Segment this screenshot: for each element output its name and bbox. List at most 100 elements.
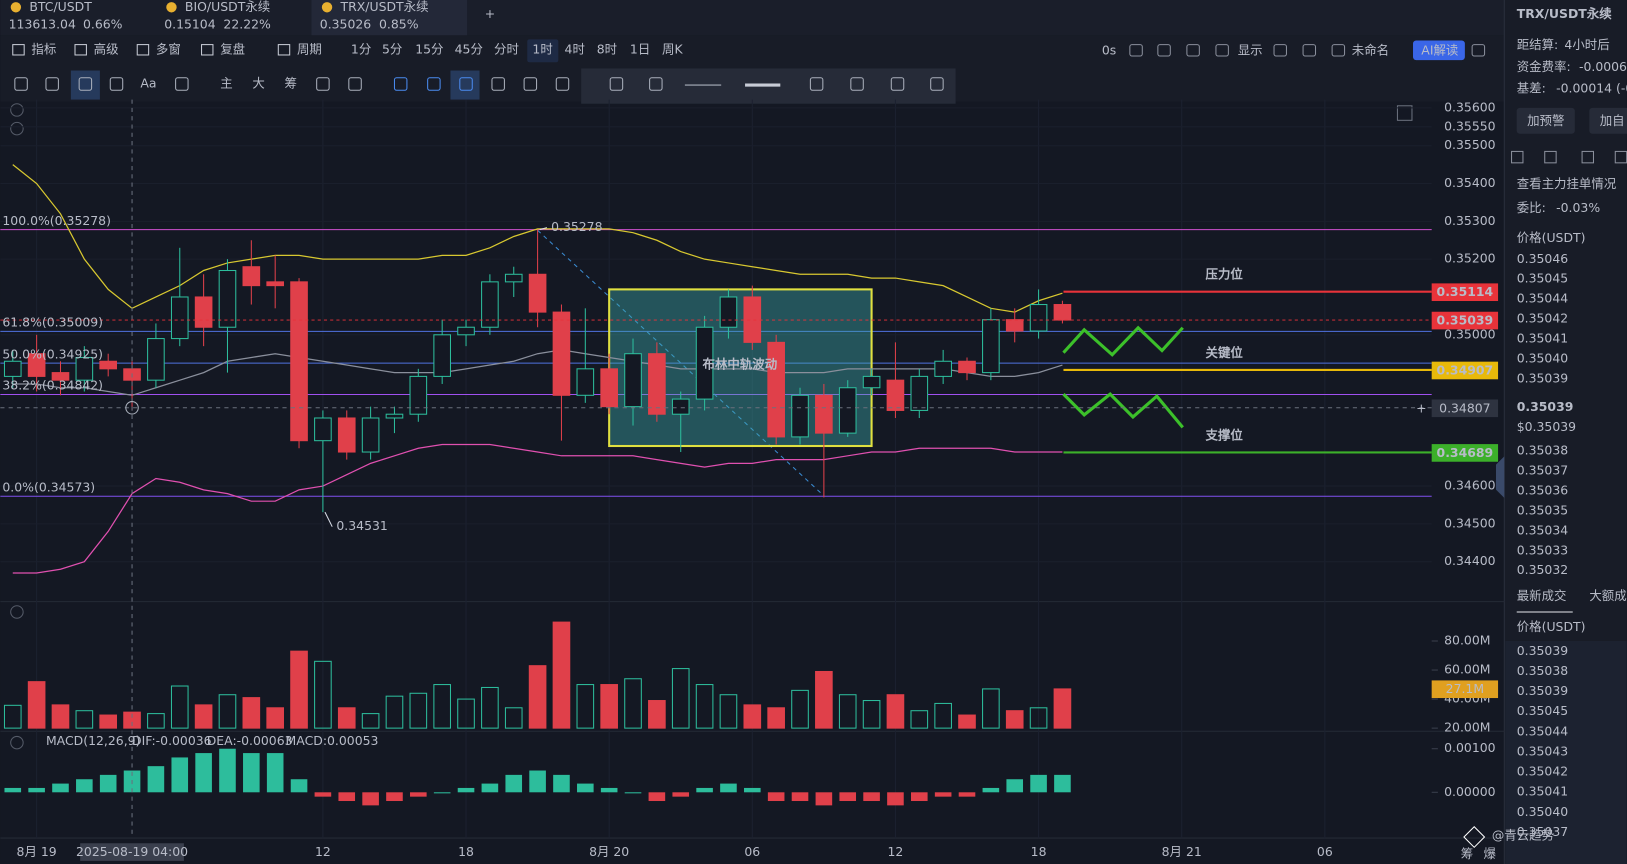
collapse-icon[interactable]: [10, 121, 24, 136]
draw-tool[interactable]: 筹: [285, 76, 297, 91]
candle-body: [600, 368, 618, 408]
candle-body: [1005, 319, 1024, 332]
macd-bar: [481, 783, 499, 793]
candle-body: [934, 360, 952, 377]
macd-bar: [28, 787, 45, 793]
candle-body: [27, 353, 46, 377]
toolbar-right[interactable]: AI解读: [1421, 42, 1458, 57]
tool[interactable]: 周期: [297, 41, 322, 56]
tool[interactable]: 复盘: [220, 41, 245, 56]
tool-icon[interactable]: [930, 77, 944, 91]
icon[interactable]: [1581, 150, 1595, 164]
tool-icon[interactable]: [809, 77, 824, 91]
tool-icon[interactable]: [348, 77, 362, 91]
icon[interactable]: [1186, 44, 1200, 57]
button-label[interactable]: 加预警: [1527, 113, 1564, 128]
candle-body: [862, 375, 881, 389]
period[interactable]: 周K: [662, 41, 683, 56]
tool-icon[interactable]: [890, 77, 905, 91]
tab-symbol[interactable]: TRX/USDT永续: [340, 0, 429, 14]
collapse-icon[interactable]: [10, 735, 24, 750]
tab-symbol[interactable]: BTC/USDT: [29, 0, 92, 14]
tool-icon[interactable]: [523, 77, 538, 91]
icon[interactable]: [1157, 44, 1171, 57]
macd-bar: [577, 783, 594, 793]
button-label[interactable]: 加自: [1600, 113, 1625, 128]
x-tick-label: 12: [315, 844, 331, 859]
tool-icon[interactable]: [555, 77, 570, 91]
tool[interactable]: 指标: [31, 41, 56, 56]
period[interactable]: 1日: [630, 41, 650, 56]
info-label: 资金费率:: [1517, 59, 1571, 74]
tool-icon[interactable]: [491, 77, 505, 91]
volume-bar: [433, 684, 451, 729]
tool-icon: [12, 44, 25, 56]
tool-icon[interactable]: [649, 77, 663, 91]
icon[interactable]: [1215, 44, 1229, 57]
period[interactable]: 1时: [532, 41, 552, 56]
icon[interactable]: [1511, 150, 1524, 164]
fullscreen-icon[interactable]: [1396, 105, 1413, 121]
bid-price: 0.35034: [1517, 522, 1569, 537]
draw-tool[interactable]: 大: [252, 76, 264, 91]
tool-icon[interactable]: [175, 77, 189, 91]
toolbar-right[interactable]: 0s: [1102, 42, 1116, 57]
tool-icon[interactable]: [316, 77, 330, 91]
macd-bar: [648, 792, 666, 802]
volume-bar: [719, 694, 738, 729]
macd-bar: [171, 757, 189, 793]
tool-icon[interactable]: [45, 77, 59, 91]
icon[interactable]: [1471, 44, 1486, 57]
icon[interactable]: [1302, 44, 1317, 57]
tool-icon[interactable]: [850, 77, 864, 91]
tool-icon[interactable]: [393, 77, 408, 91]
icon[interactable]: [1273, 44, 1287, 57]
period[interactable]: 4时: [565, 41, 585, 56]
tool-icon[interactable]: [109, 77, 124, 91]
tool-icon[interactable]: [459, 77, 473, 91]
period[interactable]: 5分: [382, 41, 402, 56]
period[interactable]: 分时: [494, 41, 519, 56]
volume-bar: [457, 698, 475, 729]
price-tag-label: 0.34807: [1439, 400, 1490, 415]
trades-tab[interactable]: 最新成交: [1517, 588, 1567, 603]
volume-bar: [934, 702, 952, 729]
panel-toggle[interactable]: [1495, 456, 1505, 498]
collapse-icon[interactable]: [10, 103, 24, 117]
icon[interactable]: [1129, 44, 1143, 57]
level-name: 支撑位: [1205, 427, 1244, 442]
tab-symbol[interactable]: BIO/USDT永续: [185, 0, 270, 14]
tool-icon[interactable]: [78, 77, 93, 91]
box-label: 布林中轨波动: [703, 357, 778, 372]
volume-bar: [218, 694, 237, 729]
period[interactable]: 15分: [415, 41, 443, 56]
info-value: 4小时后: [1564, 37, 1609, 52]
button[interactable]: [1516, 107, 1575, 134]
toolbar-right[interactable]: 显示: [1238, 42, 1263, 57]
trades-tab[interactable]: 大额成: [1589, 588, 1626, 603]
toolbar-right[interactable]: 未命名: [1352, 42, 1389, 57]
draw-tool[interactable]: 主: [220, 76, 232, 91]
tool[interactable]: 高级: [94, 41, 119, 56]
period[interactable]: 45分: [455, 41, 483, 56]
ai-button[interactable]: [1413, 40, 1465, 61]
period[interactable]: 1分: [351, 41, 371, 56]
tool-icon[interactable]: [609, 77, 624, 91]
tool-icon[interactable]: [427, 77, 441, 91]
add-tab[interactable]: +: [485, 6, 495, 21]
draw-tool[interactable]: Aa: [140, 76, 156, 91]
button[interactable]: [1589, 107, 1627, 134]
icon[interactable]: [1331, 44, 1346, 57]
volume-bar: [337, 707, 356, 729]
macd-bar: [1006, 779, 1024, 793]
period[interactable]: 8时: [597, 41, 617, 56]
x-tick-label: 06: [1317, 844, 1333, 859]
collapse-icon[interactable]: [10, 605, 24, 619]
tool-icon[interactable]: [14, 77, 28, 91]
candle-body: [982, 319, 1000, 374]
macd-legend: MACD(12,26,9): [46, 733, 140, 748]
tool[interactable]: 多窗: [156, 41, 181, 56]
candle-body: [624, 353, 642, 408]
candle-body: [886, 379, 905, 411]
icon[interactable]: [1544, 150, 1557, 164]
